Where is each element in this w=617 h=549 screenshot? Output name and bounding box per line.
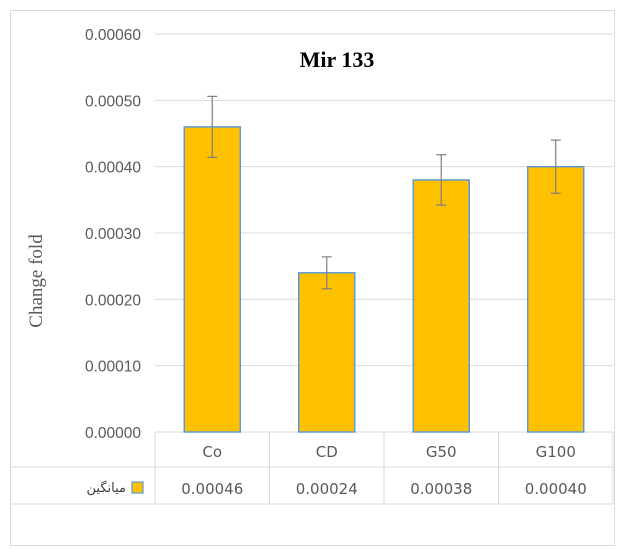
bar: [527, 165, 585, 433]
y-tick-label: 0.00020: [85, 292, 141, 309]
y-tick-label: 0.00060: [85, 27, 141, 44]
value-cell: 0.00024: [296, 480, 358, 498]
y-axis-label: Change fold: [26, 234, 47, 328]
value-cell: 0.00040: [525, 480, 587, 498]
category-label: CD: [316, 443, 338, 461]
value-cell: 0.00046: [181, 480, 243, 498]
bars: [183, 126, 585, 433]
value-cell: 0.00038: [410, 480, 472, 498]
y-tick-label: 0.00010: [85, 359, 141, 376]
data-table: Co CD G50 G100 0.00046 0.00024 0.00038 0.00040 م…: [11, 432, 614, 505]
y-tick-label: 0.00030: [85, 226, 141, 243]
legend-series-name: میانگین: [87, 480, 126, 496]
bar: [412, 179, 470, 433]
y-tick-label: 0.00050: [85, 93, 141, 110]
y-axis-ticks: 0.00000 0.00010 0.00020 0.00030 0.00040 0.000…: [85, 27, 141, 442]
bar: [183, 126, 241, 433]
bar: [298, 272, 356, 433]
category-label: Co: [202, 443, 222, 461]
y-tick-label: 0.00000: [85, 425, 141, 442]
error-bars: [207, 95, 561, 290]
y-tick-label: 0.00040: [85, 160, 141, 177]
chart-title: Mir 133: [300, 47, 375, 72]
category-label: G100: [536, 443, 576, 461]
legend-swatch: [131, 481, 144, 494]
category-label: G50: [426, 443, 457, 461]
